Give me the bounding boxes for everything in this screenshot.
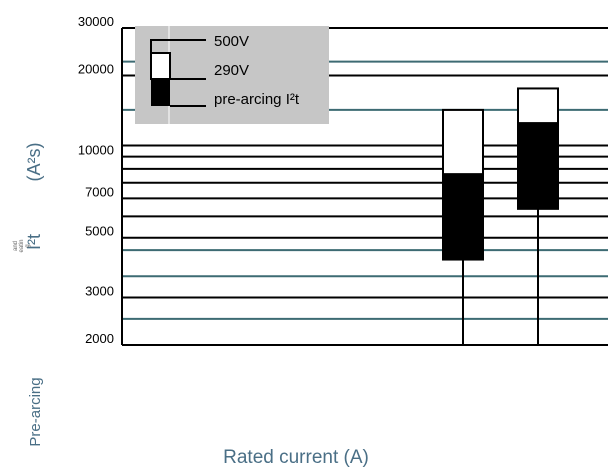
y-axis-title-unit: (A²s) <box>24 143 44 182</box>
legend: 500V 290V pre-arcing I²t <box>135 26 329 124</box>
bars <box>442 87 559 345</box>
y-tick-label: 2000 <box>85 331 114 346</box>
y-tick-label: 20000 <box>78 61 114 76</box>
bar-segment-pre-arcing <box>517 122 559 210</box>
x-axis-title: Rated current (A) <box>223 447 369 468</box>
legend-swatch-500v <box>150 52 171 80</box>
y-axis-small-text-3: g <box>25 244 31 247</box>
y-tick-label: 10000 <box>78 143 114 158</box>
legend-label-290v: 290V <box>214 62 249 79</box>
y-axis-small-text-1: and <box>13 241 19 251</box>
bar-segment-500v <box>517 87 559 125</box>
y-tick-labels: 2000 3000 5000 7000 10000 20000 30000 <box>78 14 114 346</box>
y-axis-title-i2t: I²t <box>24 234 44 250</box>
legend-label-500v: 500V <box>214 33 249 50</box>
y-tick-label: 7000 <box>85 184 114 199</box>
y-tick-label: 3000 <box>85 284 114 299</box>
y-tick-label: 5000 <box>85 224 114 239</box>
y-axis-small-text-2: eatin <box>19 239 25 252</box>
y-tick-label: 30000 <box>78 14 114 29</box>
legend-swatch-pre-arcing <box>151 79 170 106</box>
legend-leader-500v <box>150 39 206 53</box>
y-axis-title-pre-arcing: Pre-arcing <box>27 377 44 446</box>
bar-segment-500v <box>442 108 484 176</box>
bar-segment-pre-arcing <box>442 173 484 261</box>
legend-label-pre-arcing: pre-arcing I²t <box>214 91 300 108</box>
